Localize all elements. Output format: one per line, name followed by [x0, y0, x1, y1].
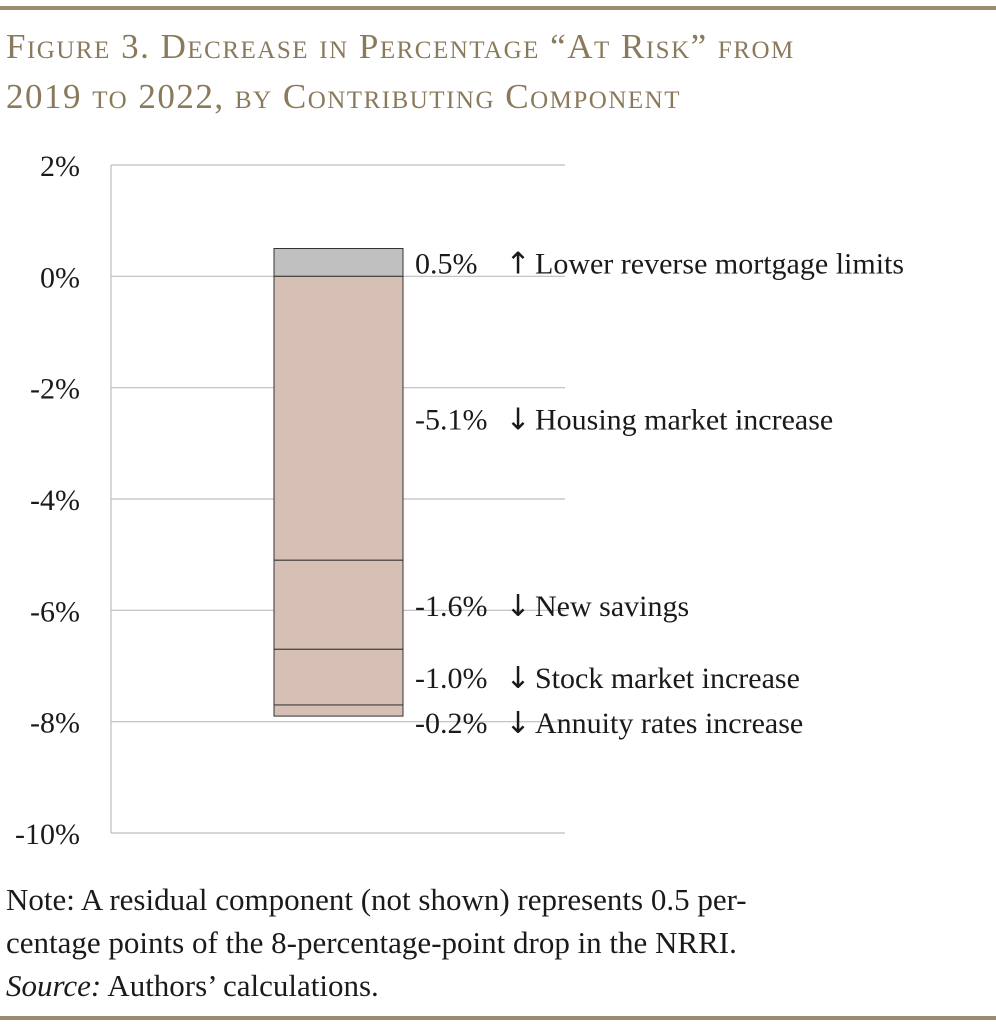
component-name-label: Stock market increase: [535, 662, 800, 695]
figure-title-line2: 2019 to 2022, by Contributing Component: [6, 77, 681, 116]
component-name-label: New savings: [535, 590, 689, 623]
bar-segment-new-savings: [273, 559, 404, 650]
arrow-down-icon: ↓: [505, 661, 530, 696]
component-labels: 0.5% ↑ Lower reverse mortgage limits -5.1% ↓…: [415, 246, 904, 741]
source-text: Authors’ calculations.: [101, 968, 379, 1003]
y-tick-label: -8%: [30, 707, 80, 740]
bar-segment-stock-market-increase: [273, 648, 404, 706]
y-tick-label: -10%: [15, 818, 80, 851]
y-axis-tick-labels: 2% 0% -2% -4% -6% -8% -10%: [15, 150, 80, 851]
arrow-down-icon: ↓: [505, 589, 530, 624]
value-label: -0.2%: [415, 707, 487, 740]
y-tick-label: -6%: [30, 595, 80, 628]
arrow-up-icon: ↑: [505, 246, 530, 281]
component-name-label: Annuity rates increase: [535, 707, 803, 740]
y-tick-label: -4%: [30, 484, 80, 517]
value-label: -5.1%: [415, 403, 487, 436]
arrow-down-icon: ↓: [505, 402, 530, 437]
source-line: Source: Authors’ calculations.: [6, 964, 991, 1007]
bar-segments: [273, 248, 404, 717]
bottom-rule: [0, 1016, 996, 1020]
bar-segment-lower-reverse-mortgage-limits: [273, 248, 404, 277]
source-label: Source:: [6, 968, 102, 1003]
y-tick-label: 2%: [40, 150, 80, 183]
value-label: -1.6%: [415, 590, 487, 623]
arrow-down-icon: ↓: [505, 706, 530, 741]
note-line-1: Note: A residual component (not shown) r…: [6, 882, 747, 917]
y-tick-label: -2%: [30, 373, 80, 406]
bar-segment-annuity-rates-increase: [273, 704, 404, 717]
value-label: 0.5%: [415, 247, 478, 280]
figure-title-line1: Figure 3. Decrease in Percentage “At Ris…: [6, 27, 795, 66]
note-line-2: centage points of the 8-percentage-point…: [6, 925, 737, 960]
value-label: -1.0%: [415, 662, 487, 695]
figure-title: Figure 3. Decrease in Percentage “At Ris…: [6, 22, 991, 122]
chart-note: Note: A residual component (not shown) r…: [6, 878, 991, 1007]
component-name-label: Housing market increase: [535, 403, 833, 436]
component-name-label: Lower reverse mortgage limits: [535, 247, 904, 280]
y-tick-label: 0%: [40, 261, 80, 294]
top-rule: [0, 6, 996, 10]
bar-segment-housing-market-increase: [273, 275, 404, 561]
